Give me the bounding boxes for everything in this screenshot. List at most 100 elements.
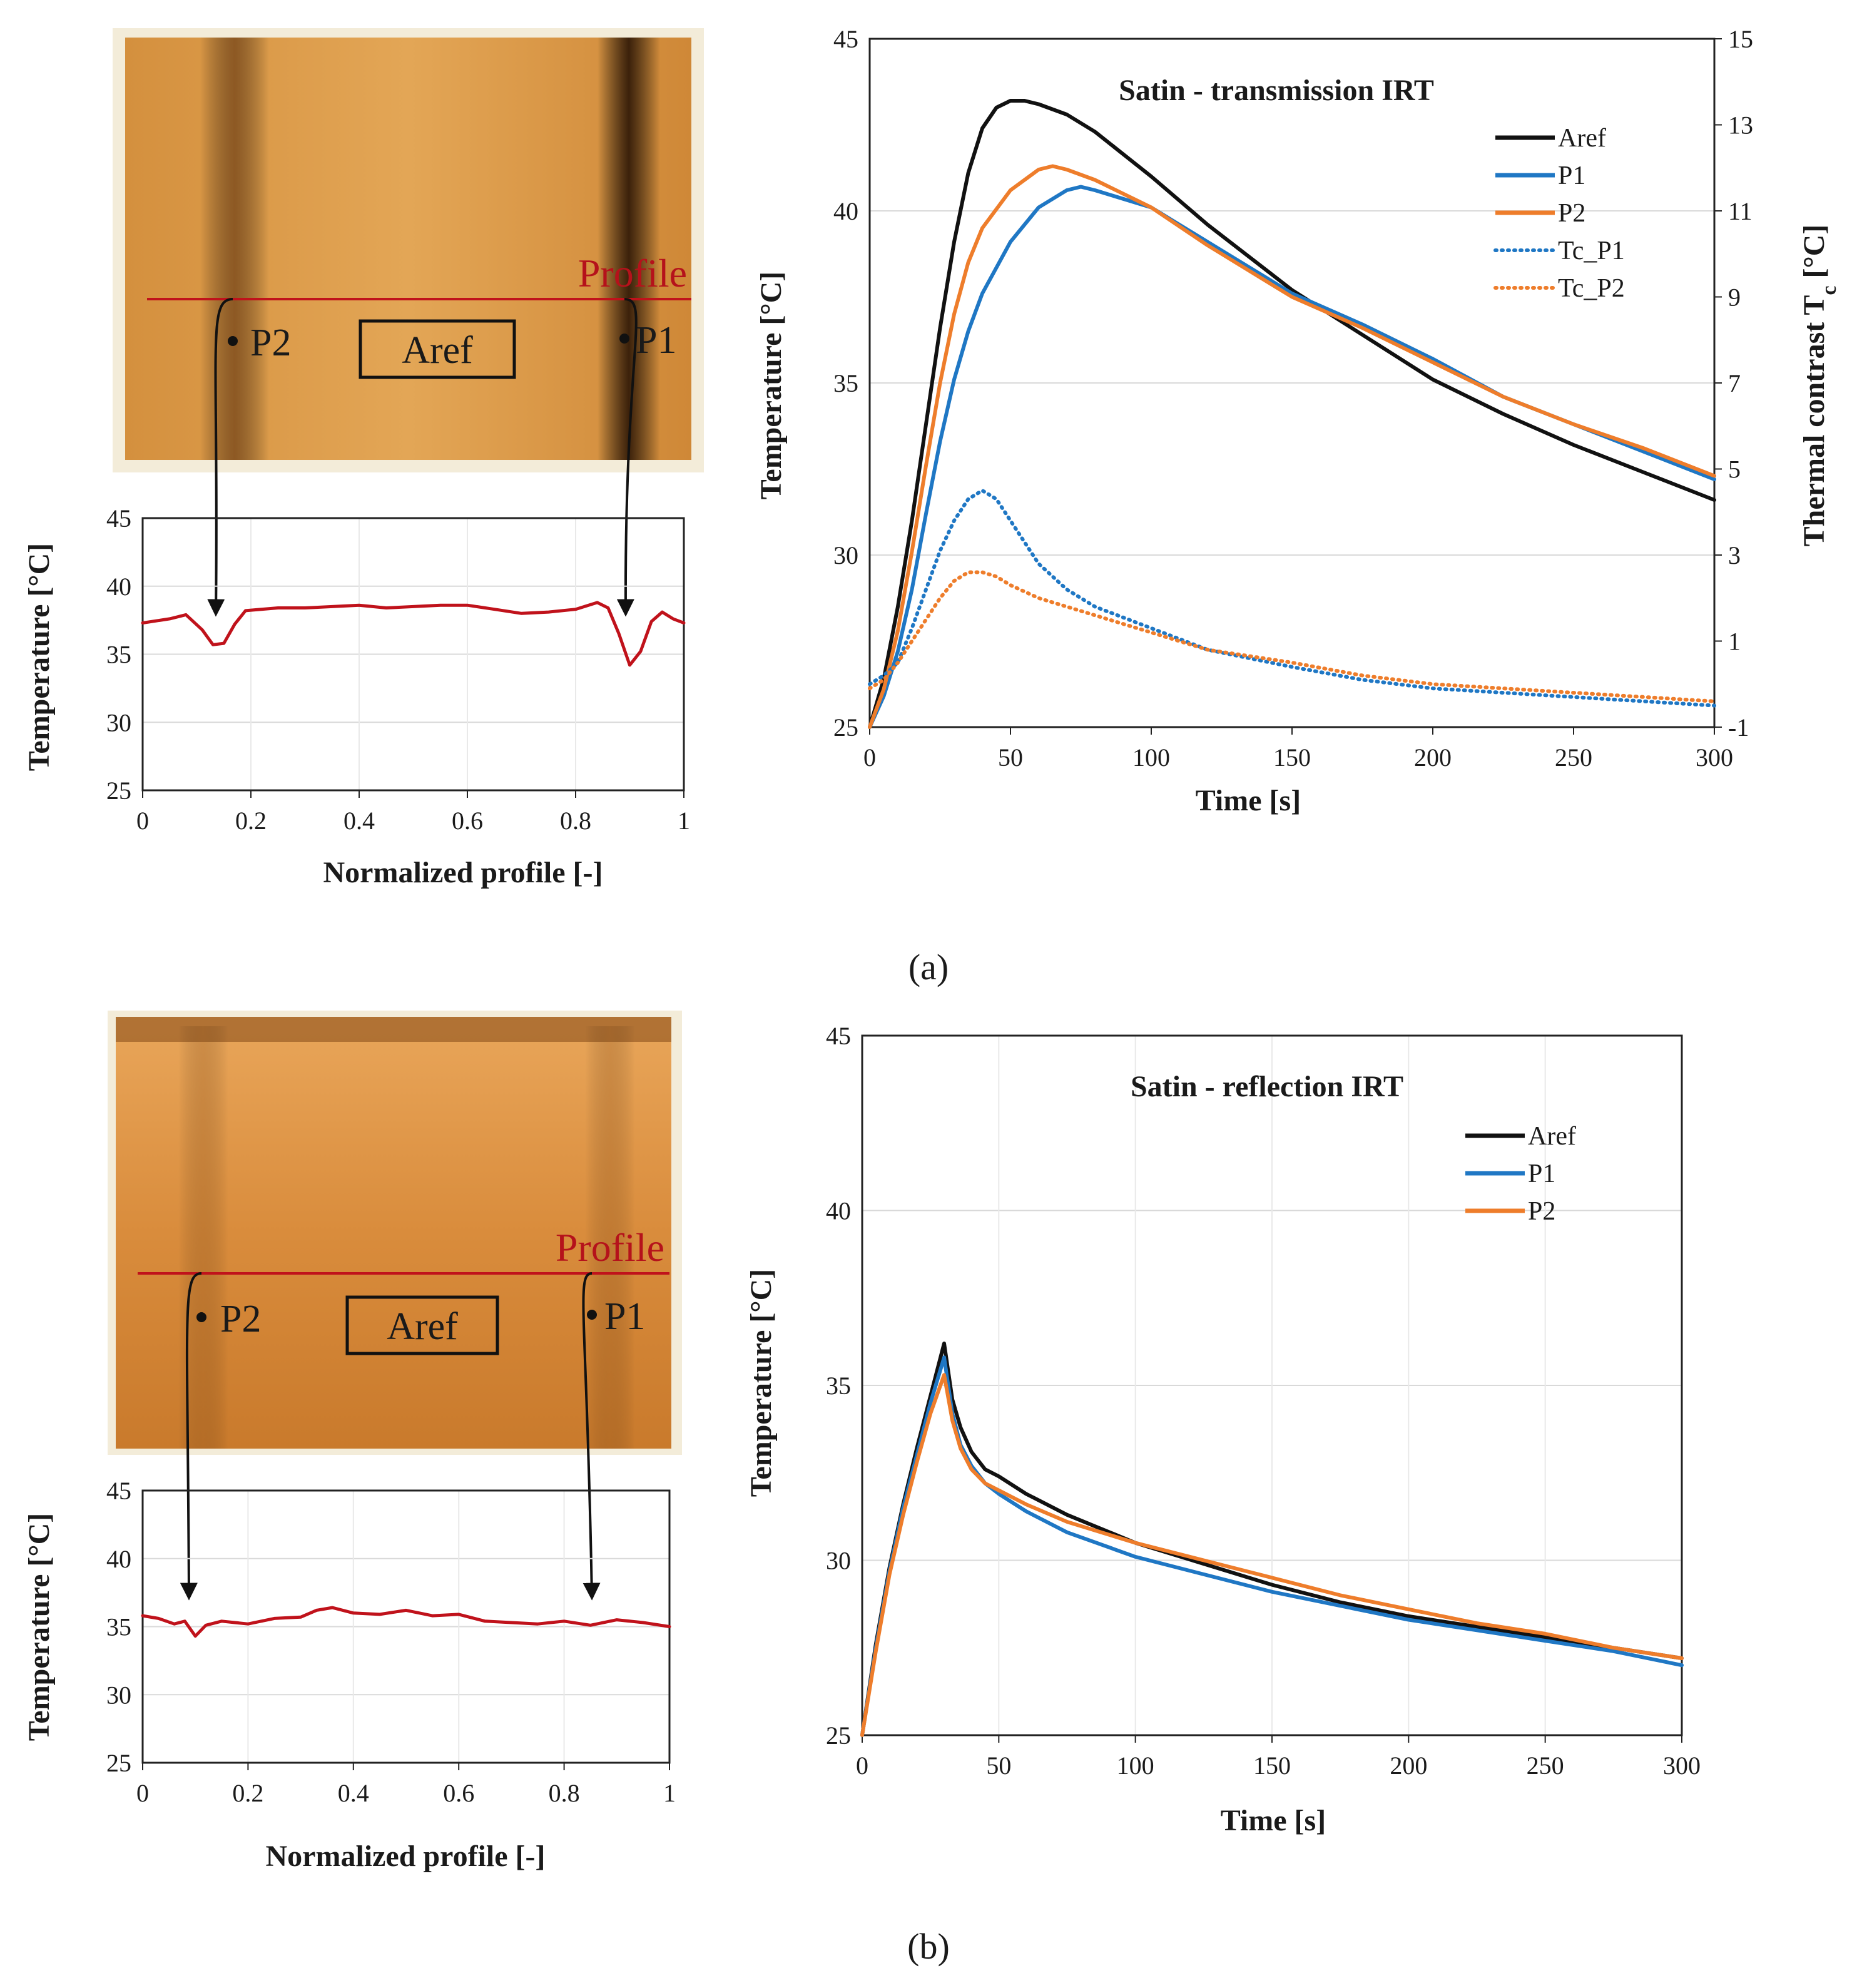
- x-tick-label: 300: [1696, 743, 1733, 772]
- y-tick-label: 25: [826, 1721, 851, 1750]
- y-tick-label: 45: [833, 25, 858, 53]
- y-tick-label: 30: [106, 708, 131, 737]
- thermogram-b: Profile P2 P1 Aref: [108, 1011, 682, 1601]
- main-chart-b-ylabel: Temperature [°C]: [745, 1269, 778, 1497]
- aref-box-a: [359, 319, 516, 379]
- y-tick-label: 40: [826, 1197, 851, 1225]
- x-tick-label: 100: [1132, 743, 1170, 772]
- series-line-p2: [868, 164, 1716, 729]
- x-tick-label: 1: [678, 807, 690, 835]
- series-line-aref: [868, 99, 1716, 729]
- x-tick-label: 0.2: [232, 1779, 263, 1807]
- main-chart-b: 25 30 35 40 45 0 50 100 150 200 250 300: [826, 1022, 1701, 1780]
- x-tick-label: 300: [1663, 1751, 1701, 1780]
- aref-label-b: Aref: [387, 1305, 458, 1348]
- point-p1-label-b: P1: [604, 1295, 645, 1338]
- series-line-profile: [141, 601, 686, 667]
- y2-tick-label: 9: [1728, 283, 1741, 312]
- series-line-tc-p2: [868, 570, 1716, 703]
- arrow-p1-b: [582, 1272, 601, 1601]
- y-tick-label: 25: [833, 713, 858, 742]
- thermogram-b-band-p1: [585, 1026, 635, 1449]
- aref-box-b: [345, 1295, 499, 1355]
- aref-label-a: Aref: [402, 329, 473, 372]
- arrow-p2-a: [207, 298, 233, 617]
- y-tick-label: 35: [826, 1372, 851, 1400]
- plot-frame: [868, 38, 1716, 728]
- thermogram-b-band-p2: [178, 1026, 228, 1449]
- point-p2-label-b: P2: [220, 1298, 261, 1340]
- plot-frame: [141, 517, 685, 792]
- profile-label-b: Profile: [556, 1225, 664, 1270]
- arrow-p1-a: [616, 298, 638, 617]
- y-tick-label: 25: [106, 777, 131, 805]
- y2-tick-label: 1: [1728, 628, 1741, 656]
- point-p2-marker-a: [228, 336, 238, 346]
- x-tick-label: 0: [136, 1779, 149, 1807]
- profile-chart-a-xlabel: Normalized profile [-]: [323, 856, 603, 889]
- x-tick-label: 250: [1527, 1751, 1564, 1780]
- main-chart-a-ylabel: Temperature [°C]: [755, 272, 788, 499]
- y-tick-label: 35: [833, 369, 858, 397]
- x-tick-label: 100: [1117, 1751, 1154, 1780]
- y-tick-label: 25: [106, 1749, 131, 1777]
- y2-tick-label: 15: [1728, 25, 1753, 53]
- point-p2-label-a: P2: [250, 322, 291, 364]
- point-p1-marker-a: [619, 334, 629, 344]
- main-chart-a-xlabel: Time [s]: [1196, 784, 1301, 817]
- y-tick-label: 40: [106, 573, 131, 601]
- x-tick-label: 0: [863, 743, 876, 772]
- x-tick-label: 0.6: [443, 1779, 474, 1807]
- y2-tick-label: 7: [1728, 369, 1741, 397]
- profile-chart-b-ylabel: Temperature [°C]: [23, 1513, 56, 1741]
- y-tick-label: 45: [106, 504, 131, 533]
- legend-label-p2: P2: [1528, 1197, 1555, 1226]
- x-tick-label: 250: [1555, 743, 1592, 772]
- main-chart-b-title: Satin - reflection IRT: [1131, 1070, 1403, 1103]
- point-p1-marker-b: [587, 1310, 597, 1320]
- legend-label-p2: P2: [1558, 199, 1585, 228]
- main-chart-b-xlabel: Time [s]: [1221, 1804, 1326, 1837]
- series-line-p2: [860, 1373, 1684, 1737]
- x-tick-label: 0.4: [343, 807, 375, 835]
- y2-tick-label: -1: [1728, 713, 1749, 742]
- y2-tick-label: 3: [1728, 541, 1741, 569]
- thermogram-a-band-p1: [598, 38, 660, 460]
- x-tick-label: 0.6: [452, 807, 483, 835]
- point-p2-marker-b: [196, 1312, 206, 1322]
- point-p1-label-a: P1: [636, 319, 676, 362]
- arrow-p2-b: [180, 1272, 202, 1601]
- y-tick-label: 30: [826, 1547, 851, 1575]
- thermogram-a-band-p2: [200, 38, 269, 460]
- y-tick-label: 45: [106, 1477, 131, 1505]
- x-tick-label: 200: [1414, 743, 1452, 772]
- profile-chart-a: 25 30 35 40 45 0 0.2 0.4 0.6 0.8 1: [106, 504, 690, 835]
- y-tick-label: 30: [833, 541, 858, 569]
- x-tick-label: 0.2: [235, 807, 267, 835]
- y2-tick-label: 11: [1728, 197, 1753, 225]
- y-tick-label: 40: [833, 197, 858, 225]
- profile-chart-a-ylabel: Temperature [°C]: [23, 543, 56, 771]
- series-line-p1: [868, 185, 1716, 729]
- y2-tick-label: 5: [1728, 456, 1741, 484]
- panel-b-label: (b): [907, 1926, 950, 1967]
- x-tick-label: 0: [856, 1751, 868, 1780]
- x-tick-label: 1: [663, 1779, 676, 1807]
- panel-a-label: (a): [908, 947, 949, 987]
- legend-label-p1: P1: [1528, 1160, 1555, 1188]
- x-tick-label: 0.8: [549, 1779, 580, 1807]
- series-line-tc-p1: [868, 488, 1716, 708]
- legend-label-aref: Aref: [1528, 1122, 1576, 1151]
- y2-tick-label: 13: [1728, 111, 1753, 140]
- y-tick-label: 45: [826, 1022, 851, 1050]
- y-tick-label: 35: [106, 641, 131, 669]
- main-chart-a-y2label: Thermal contrast Tc [°C]: [1798, 225, 1841, 547]
- profile-label-a: Profile: [578, 251, 687, 295]
- series-line-profile: [141, 1606, 671, 1638]
- y-tick-label: 30: [106, 1681, 131, 1709]
- y-tick-label: 40: [106, 1545, 131, 1573]
- x-tick-label: 0.4: [338, 1779, 369, 1807]
- legend-label-p1: P1: [1558, 161, 1585, 190]
